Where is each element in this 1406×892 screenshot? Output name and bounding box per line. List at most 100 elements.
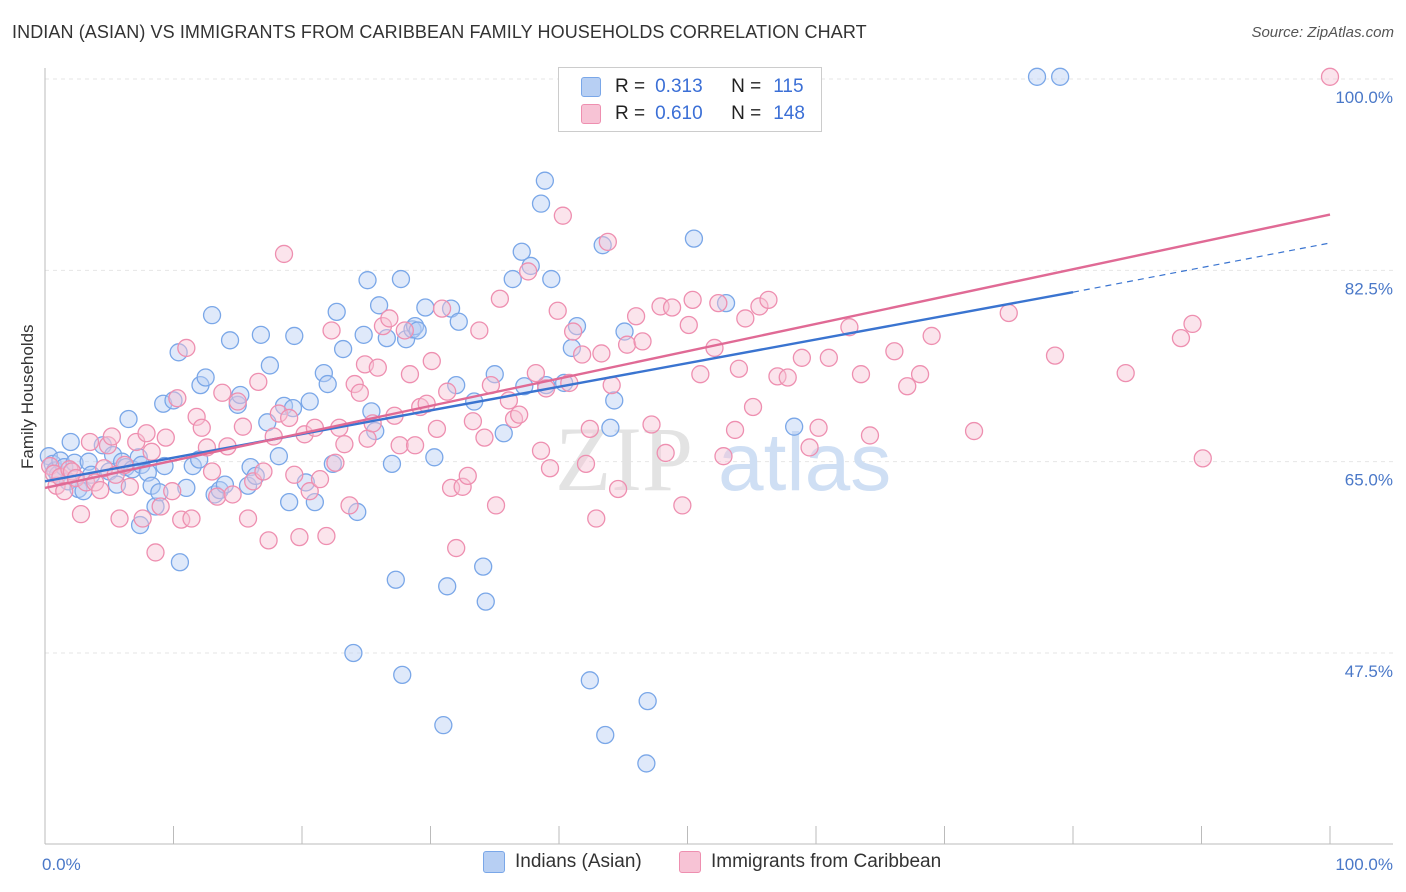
data-point [269, 404, 289, 423]
data-point [120, 477, 139, 496]
data-point [395, 321, 414, 340]
data-point [485, 365, 504, 384]
data-point [432, 299, 452, 318]
data-point [133, 509, 152, 528]
data-point [377, 328, 396, 348]
x-tick-label: 100.0% [1335, 855, 1393, 874]
data-point [260, 356, 280, 375]
chart-title: INDIAN (ASIAN) VS IMMIGRANTS FROM CARIBB… [12, 22, 867, 42]
data-point [642, 415, 661, 434]
data-point [103, 445, 123, 465]
data-point [391, 269, 411, 289]
data-point [1193, 449, 1212, 468]
data-point [238, 509, 258, 528]
data-point [474, 557, 493, 576]
y-tick-label: 65.0% [1345, 471, 1393, 490]
trend-extension-0 [1072, 242, 1331, 293]
data-point [486, 496, 506, 515]
data-point [386, 570, 405, 589]
data-point [170, 553, 190, 572]
data-point [285, 326, 304, 346]
data-point [656, 443, 675, 463]
data-point [400, 365, 420, 384]
data-point [390, 436, 409, 455]
data-point [220, 331, 240, 350]
data-point [98, 436, 118, 455]
data-point [233, 417, 253, 436]
data-point [792, 348, 812, 367]
data-point [119, 409, 138, 429]
data-point [91, 480, 110, 500]
legend-n-label: N = [731, 76, 762, 97]
data-point [759, 290, 778, 310]
data-point [662, 298, 682, 317]
legend-item-caribbean[interactable]: Immigrants from Caribbean [679, 851, 941, 873]
data-point [750, 297, 769, 316]
data-point [1116, 363, 1135, 383]
data-point [576, 454, 596, 474]
data-point [327, 302, 346, 322]
series-immigrants-caribbean [40, 67, 1340, 562]
data-point [300, 482, 319, 501]
data-point [548, 301, 567, 320]
data-point [592, 344, 611, 363]
legend-row-indians: R = 0.313 N = 115 [581, 74, 804, 100]
data-point [187, 407, 206, 426]
data-point [512, 242, 531, 261]
data-point [146, 543, 165, 562]
data-point [340, 496, 359, 515]
data-point [475, 428, 494, 447]
data-point [318, 374, 337, 394]
trend-line-0 [44, 291, 1074, 483]
data-point [572, 345, 592, 364]
data-point [425, 448, 444, 467]
data-point [580, 419, 599, 439]
y-tick-label: 100.0% [1335, 88, 1393, 107]
data-point [150, 483, 169, 502]
data-point [898, 377, 917, 396]
y-tick-label: 47.5% [1345, 662, 1393, 681]
data-point [540, 459, 560, 478]
data-point [110, 509, 129, 528]
data-point [463, 412, 483, 431]
data-point [354, 325, 373, 344]
data-point [151, 497, 170, 516]
data-point [208, 487, 227, 506]
data-point [458, 466, 477, 486]
data-point [279, 408, 299, 428]
data-point [535, 171, 555, 190]
data-point [490, 289, 510, 308]
data-point [102, 427, 121, 446]
data-point [526, 363, 546, 383]
data-point [380, 309, 399, 328]
data-point [80, 432, 100, 452]
data-point [709, 293, 728, 313]
data-point [1051, 67, 1070, 86]
legend-swatch-pink [581, 104, 601, 124]
data-point [716, 293, 736, 313]
series-legend: Indians (Asian) Immigrants from Caribbea… [0, 851, 1406, 877]
data-point [213, 383, 232, 402]
legend-label-indians: Indians (Asian) [515, 851, 642, 872]
data-point [264, 427, 283, 446]
data-point [156, 428, 175, 447]
data-point [279, 492, 299, 512]
data-point [778, 368, 797, 387]
data-point [1320, 67, 1340, 86]
data-point [137, 424, 156, 443]
data-point [405, 436, 425, 455]
data-point [182, 509, 201, 528]
data-point [743, 397, 763, 417]
data-point [202, 306, 222, 325]
legend-item-indians[interactable]: Indians (Asian) [483, 851, 642, 873]
data-point [310, 470, 330, 489]
legend-swatch-blue [483, 851, 505, 873]
data-point [300, 392, 319, 411]
data-point [809, 418, 828, 437]
legend-n-label: N = [731, 103, 762, 124]
data-point [447, 538, 466, 558]
trend-line-1 [44, 213, 1331, 490]
data-point [168, 389, 187, 408]
data-point [519, 262, 538, 281]
data-point [553, 206, 573, 225]
